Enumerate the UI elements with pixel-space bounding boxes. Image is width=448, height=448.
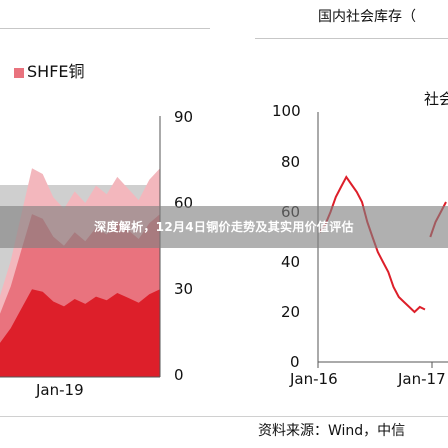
left-area-deep (0, 289, 160, 377)
right-y-tick-80: 80 (281, 153, 301, 171)
right-chart-title: 国内社会库存（ (318, 9, 416, 25)
right-x-tick-jan17: Jan-17 (398, 370, 446, 388)
top-left-rule (0, 28, 210, 29)
left-legend-label: SHFE铜 (27, 62, 85, 81)
left-y-tick-0: 0 (174, 366, 184, 384)
bottom-rule (0, 416, 448, 417)
right-y-tick-0: 0 (290, 353, 300, 371)
left-y-tick-90: 90 (174, 108, 194, 126)
banner-title: 深度解析，12月4日铜价走势及其实用价值评估 (94, 220, 354, 234)
right-y-tick-20: 20 (281, 303, 301, 321)
left-x-tick: Jan-19 (36, 381, 84, 399)
right-legend-label: 社会 (424, 90, 448, 108)
left-chart-area (0, 168, 160, 377)
left-legend-swatch (14, 68, 24, 78)
source-note: 资料来源：Wind，中信 (258, 423, 406, 439)
top-right-rule (255, 38, 448, 39)
right-y-tick-100: 100 (272, 102, 301, 120)
right-x-tick-jan16: Jan-16 (290, 370, 338, 388)
left-y-tick-30: 30 (174, 280, 194, 298)
title-banner (0, 206, 448, 248)
right-y-tick-40: 40 (281, 253, 301, 271)
